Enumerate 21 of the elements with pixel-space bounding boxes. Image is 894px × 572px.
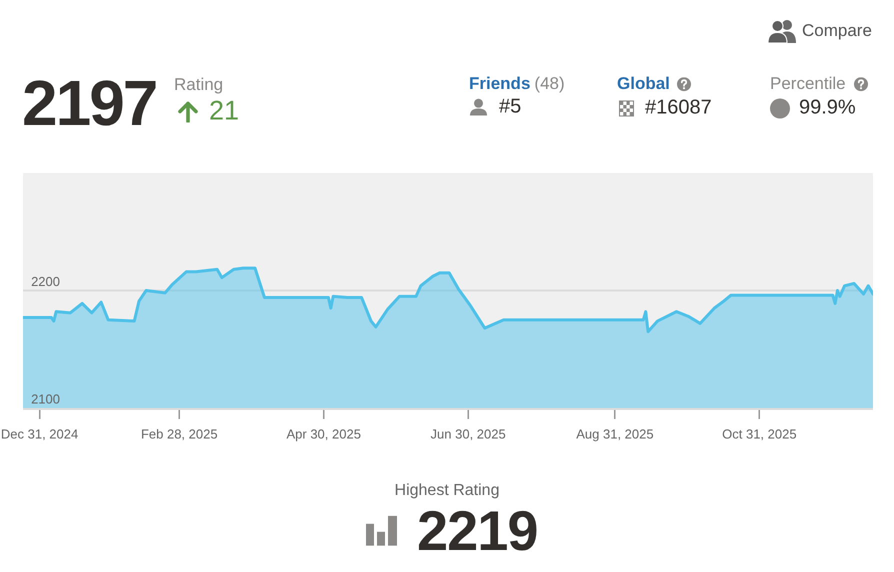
- text: (48): [534, 74, 565, 94]
- text: Highest Rating: [394, 482, 500, 500]
- text: 99.9%: [799, 96, 856, 120]
- text: Compare: [802, 21, 872, 41]
- x-tick-label: Feb 28, 2025: [140, 426, 218, 442]
- x-tick-label: Dec 31, 2024: [0, 426, 78, 442]
- text: 2197: [22, 67, 156, 141]
- text: 2219: [417, 498, 538, 564]
- text: #16087: [645, 96, 712, 120]
- x-tick-label: Oct 31, 2025: [722, 426, 797, 442]
- text: Percentile: [770, 74, 846, 94]
- y-tick-label: 2100: [31, 391, 60, 406]
- x-tick-label: Jun 30, 2025: [430, 426, 506, 442]
- text: 21: [209, 95, 240, 127]
- text: Rating: [174, 75, 224, 95]
- y-tick-label: 2200: [31, 274, 60, 289]
- text: #5: [499, 96, 522, 118]
- text: Global: [617, 74, 670, 94]
- x-tick-label: Aug 31, 2025: [576, 426, 654, 442]
- x-tick-label: Apr 30, 2025: [286, 426, 361, 442]
- text: Friends: [469, 74, 530, 94]
